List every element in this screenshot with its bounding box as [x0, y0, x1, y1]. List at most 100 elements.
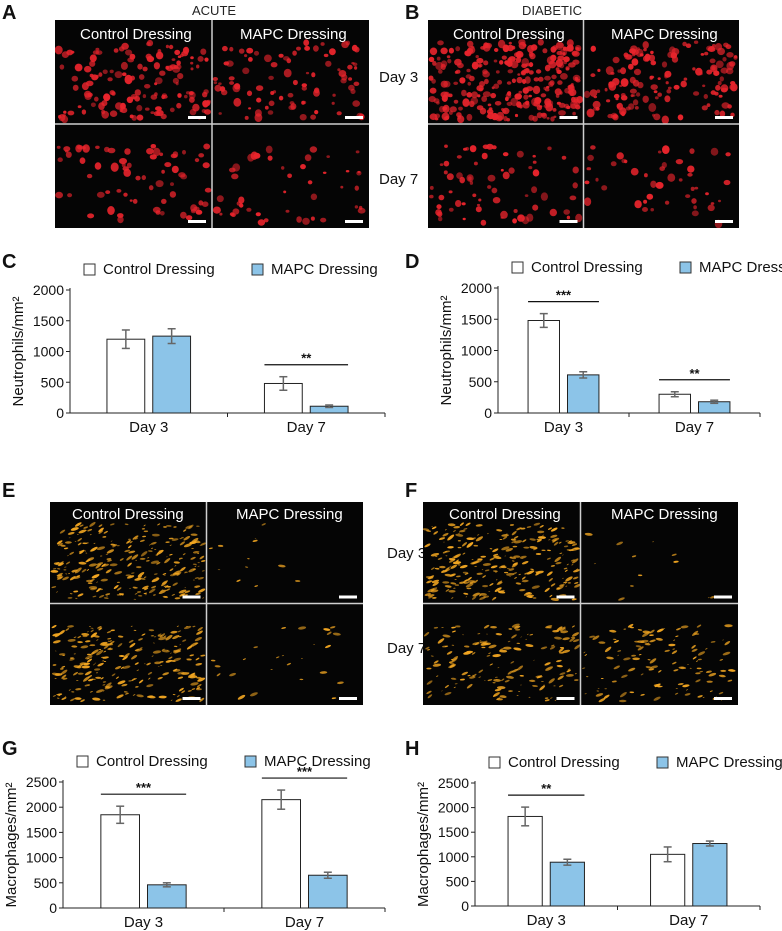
stain-cell [502, 171, 510, 180]
stain-cell [351, 44, 358, 52]
legend-label: MAPC Dressing [264, 753, 371, 770]
stain-cell [625, 54, 633, 60]
stain-cell [648, 54, 656, 62]
stain-cell [616, 152, 624, 160]
stain-cell [179, 644, 182, 646]
stain-cell [91, 574, 100, 579]
stain-cell [208, 547, 213, 550]
stain-cell [68, 537, 71, 539]
stain-cell [165, 65, 169, 70]
stain-cell [55, 191, 63, 199]
stain-cell [447, 523, 456, 527]
stain-cell [437, 638, 445, 644]
stain-cell [437, 40, 444, 46]
stain-cell [145, 594, 147, 596]
stain-cell [511, 560, 515, 562]
stain-cell [100, 555, 103, 557]
stain-cell [143, 530, 149, 533]
panel-letter-d: D [405, 251, 420, 273]
stain-cell [219, 212, 223, 216]
stain-cell [58, 114, 66, 122]
stain-cell [512, 218, 517, 224]
y-tick-label: 500 [41, 374, 65, 390]
row-label-day3: Day 3 [387, 545, 427, 562]
stain-cell [650, 208, 654, 212]
stain-cell [488, 652, 491, 654]
stain-cell [89, 54, 97, 63]
stain-cell [229, 212, 235, 217]
stain-cell [572, 111, 576, 116]
stain-cell [292, 50, 297, 56]
stain-cell [201, 570, 205, 572]
stain-cell [515, 582, 522, 585]
stain-cell [478, 198, 482, 202]
stain-cell [454, 683, 458, 685]
stain-cell [561, 527, 565, 529]
stain-cell [708, 672, 717, 677]
stain-cell [465, 578, 470, 582]
stain-cell [132, 96, 135, 99]
stain-cell [199, 697, 205, 702]
stain-cell [212, 77, 218, 81]
stain-cell [176, 571, 182, 576]
stain-cell [650, 665, 658, 669]
stain-cell [146, 148, 154, 155]
stain-cell [430, 655, 434, 657]
stain-cell [642, 41, 649, 49]
stain-cell [117, 213, 124, 218]
stain-cell [673, 84, 680, 90]
stain-cell [159, 211, 165, 216]
stain-cell [88, 585, 98, 590]
stain-cell [157, 523, 161, 526]
stain-cell [86, 579, 93, 583]
stain-cell [488, 590, 491, 592]
stain-cell [87, 684, 91, 686]
stain-cell [556, 664, 563, 668]
stain-cell [462, 552, 466, 555]
stain-cell [427, 588, 435, 593]
stain-cell [158, 589, 167, 595]
stain-cell [443, 170, 448, 175]
stain-cell [517, 214, 525, 222]
stain-cell [196, 630, 203, 635]
stain-cell [352, 100, 361, 107]
stain-cell [710, 202, 715, 205]
stain-cell [671, 650, 678, 655]
stain-cell [628, 63, 634, 70]
stain-cell [94, 662, 97, 664]
stain-cell [194, 565, 197, 567]
stain-cell [517, 73, 521, 76]
stain-cell [135, 648, 143, 652]
stain-cell [67, 625, 74, 628]
stain-cell [514, 113, 519, 118]
stain-cell [653, 113, 661, 121]
stain-cell [183, 535, 191, 541]
scale-bar [559, 116, 578, 119]
stain-cell [669, 46, 676, 55]
stain-cell [644, 643, 651, 646]
stain-cell [548, 678, 555, 684]
stain-cell [192, 550, 200, 554]
stain-cell [107, 640, 110, 642]
stain-cell [172, 151, 179, 158]
stain-cell [481, 95, 488, 102]
stain-cell [435, 61, 444, 71]
stain-cell [185, 215, 193, 221]
stain-cell [680, 625, 689, 629]
stain-cell [187, 690, 192, 692]
stain-cell [649, 634, 654, 637]
stain-cell [84, 92, 92, 100]
stain-cell [254, 538, 257, 539]
stain-cell [486, 654, 491, 657]
stain-cell [575, 47, 579, 51]
stain-cell [523, 94, 529, 100]
stain-cell [554, 699, 557, 701]
stain-cell [467, 81, 472, 86]
stain-cell [477, 534, 480, 536]
stain-cell [429, 113, 438, 120]
stain-cell [571, 632, 580, 637]
stain-cell [261, 523, 266, 526]
stain-cell [498, 591, 502, 594]
stain-cell [447, 58, 452, 64]
stain-cell [90, 102, 96, 108]
